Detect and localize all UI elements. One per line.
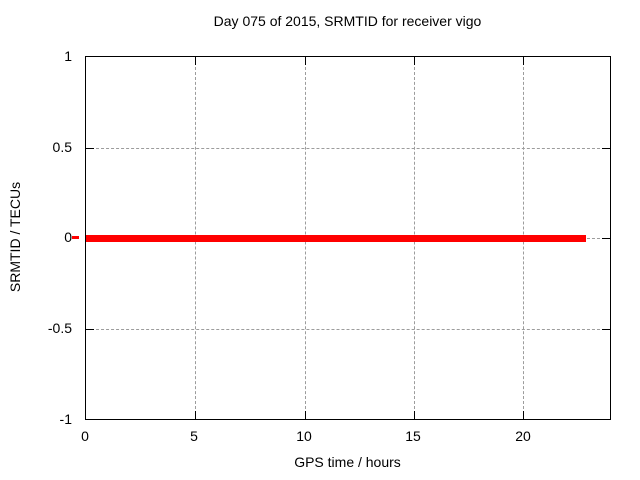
chart-title: Day 075 of 2015, SRMTID for receiver vig… (213, 13, 482, 29)
tick-mark (305, 411, 306, 419)
tick-mark (86, 148, 94, 149)
tick-mark (414, 411, 415, 419)
tick-mark (602, 148, 610, 149)
y-tick-label: 0.5 (52, 139, 72, 155)
y-tick-label: -0.5 (47, 320, 72, 336)
tick-mark (305, 57, 306, 65)
gridline-y--0.5 (86, 329, 610, 330)
x-tick-label: 0 (81, 428, 89, 444)
series-srmtid-overshoot (72, 236, 79, 239)
plot-area (85, 56, 611, 420)
tick-mark (195, 57, 196, 65)
tick-mark (523, 57, 524, 65)
gridline-y-0.5 (86, 148, 610, 149)
tick-mark (602, 329, 610, 330)
x-tick-label: 10 (296, 428, 312, 444)
x-tick-label: 20 (515, 428, 531, 444)
tick-mark (414, 57, 415, 65)
tick-mark (602, 238, 610, 239)
y-tick-label: 0 (64, 229, 72, 245)
x-axis-label: GPS time / hours (294, 454, 401, 470)
tick-mark (86, 329, 94, 330)
tick-mark (195, 411, 196, 419)
x-tick-label: 5 (190, 428, 198, 444)
series-srmtid-line (86, 235, 586, 242)
y-tick-label: 1 (64, 48, 72, 64)
tick-mark (523, 411, 524, 419)
y-tick-label: -1 (59, 411, 72, 427)
x-tick-label: 15 (405, 428, 421, 444)
